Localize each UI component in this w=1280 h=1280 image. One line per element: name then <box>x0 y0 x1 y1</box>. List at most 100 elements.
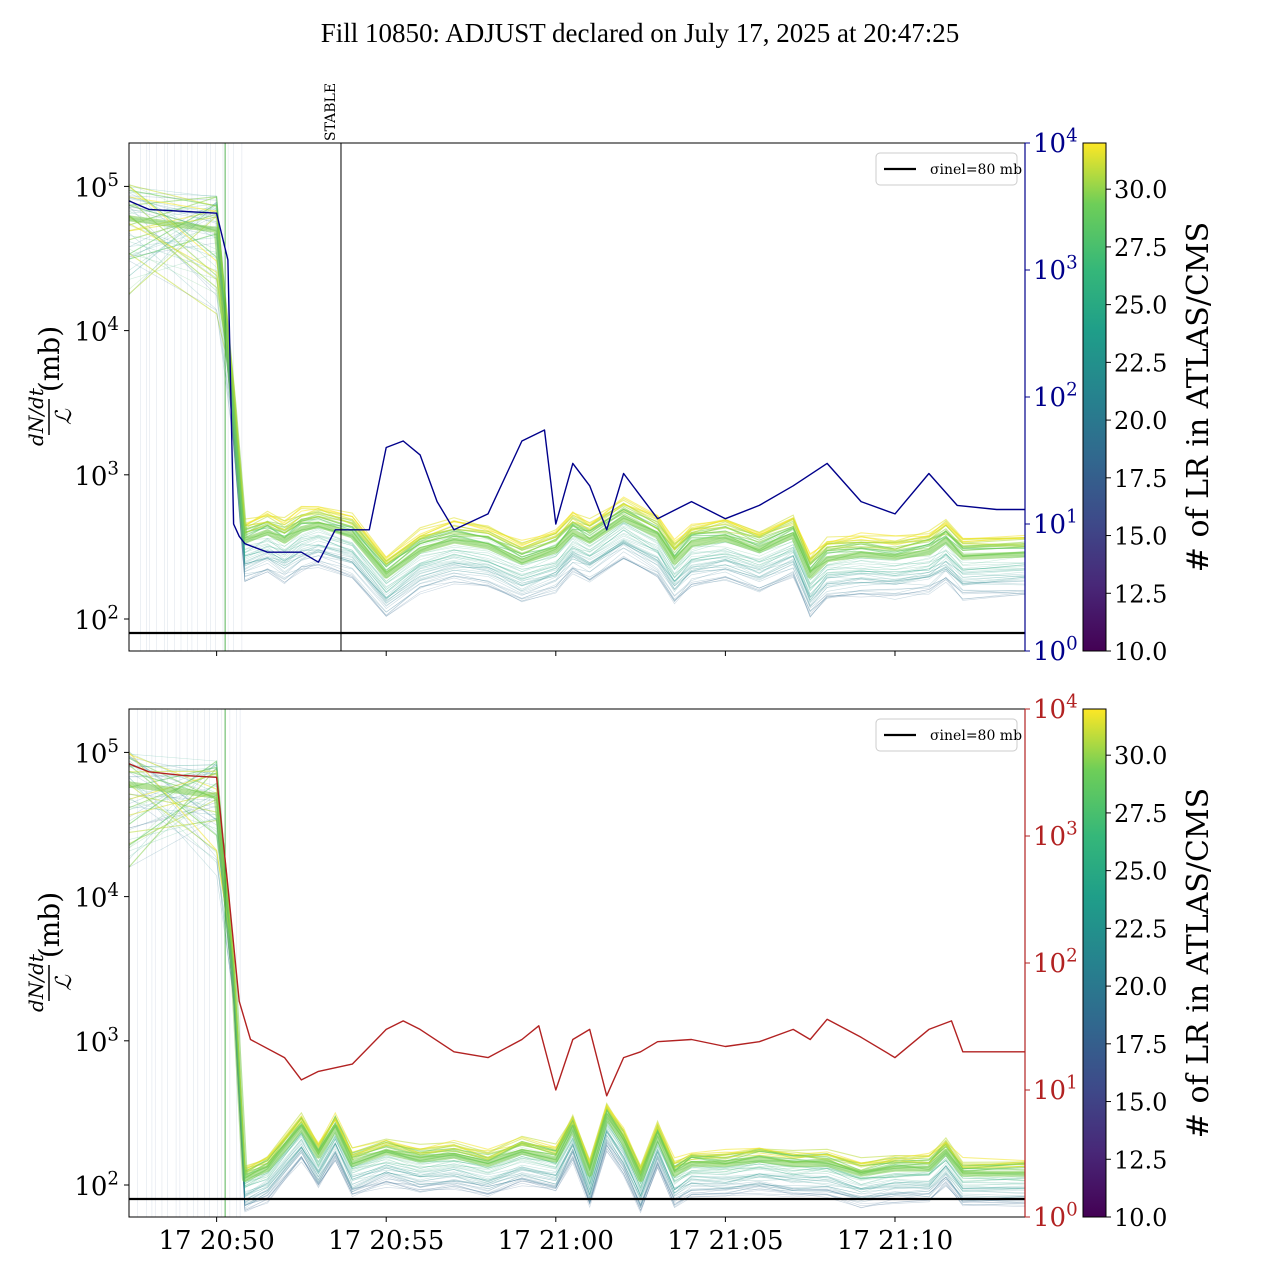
right-y-tick-label: 104 <box>1033 692 1078 725</box>
top-panel: STABLE 102 103 104 105 100 101 102 103 104 dN/dt ℒ (… <box>24 83 1216 667</box>
band-line <box>129 237 1025 599</box>
y-tick-label: 102 <box>74 603 119 636</box>
band-line <box>129 201 1025 602</box>
band-line <box>129 199 1025 566</box>
band-line <box>129 771 1025 1175</box>
right-y-tick-label: 101 <box>1033 507 1078 540</box>
band-line <box>129 204 1025 598</box>
band-line <box>129 216 1025 564</box>
band-line <box>129 753 1025 1173</box>
band-line <box>129 222 1025 565</box>
band-line <box>129 766 1025 1177</box>
colorbar-tick-label: 17.5 <box>1114 1031 1167 1059</box>
band-line <box>129 765 1025 1201</box>
band-line <box>129 242 1025 609</box>
band-line <box>129 214 1025 608</box>
band-line <box>129 218 1025 606</box>
band-line <box>129 224 1025 600</box>
luminosity-line <box>129 763 1025 1097</box>
band-line <box>129 215 1025 598</box>
band-line <box>129 771 1025 1209</box>
right-y-tick-label: 102 <box>1033 380 1078 413</box>
stable-label: STABLE <box>323 83 339 141</box>
colorbar <box>1082 142 1107 652</box>
band-line <box>129 192 1025 601</box>
band-line <box>129 197 1025 593</box>
band-line <box>129 802 1025 1211</box>
colorbar-tick-label: 30.0 <box>1114 176 1167 204</box>
band-line <box>129 208 1025 582</box>
band-line <box>129 764 1025 1206</box>
band-line <box>129 767 1025 1190</box>
y-tick-label: 104 <box>74 880 119 913</box>
colorbar-tick-label: 10.0 <box>1114 1204 1167 1232</box>
band-line <box>129 819 1025 1176</box>
y-label-unit: (mb) <box>33 892 66 958</box>
band-line <box>129 793 1025 1173</box>
plot-area <box>129 709 1025 1217</box>
band-line <box>129 196 1025 562</box>
colorbar-tick-label: 25.0 <box>1114 858 1167 886</box>
y-tick-label: 104 <box>74 314 119 347</box>
colorbar-tick-label: 22.5 <box>1114 915 1167 943</box>
band-line <box>129 798 1025 1176</box>
colorbar-label: # of LR in ATLAS/CMS <box>1181 222 1216 572</box>
band-line <box>129 752 1025 1169</box>
x-tick-label: 17 20:50 <box>158 1226 274 1256</box>
band-line <box>129 752 1025 1188</box>
band-line <box>129 764 1025 1179</box>
colorbar-tick-label: 20.0 <box>1114 407 1167 435</box>
band-line <box>129 761 1025 1180</box>
band-line <box>129 260 1025 612</box>
y-label-denominator: ℒ <box>52 408 77 425</box>
colorbar-tick-label: 15.0 <box>1114 1089 1167 1117</box>
colorbar-tick-label: 17.5 <box>1114 465 1167 493</box>
band-line <box>129 208 1025 617</box>
right-y-tick-label: 103 <box>1033 819 1078 852</box>
band-line <box>129 750 1025 1209</box>
band-line <box>129 185 1025 559</box>
legend: σinel=80 mb <box>875 718 1022 752</box>
colorbar-tick-label: 12.5 <box>1114 580 1167 608</box>
y-tick-label: 105 <box>74 736 119 769</box>
y-tick-label: 102 <box>74 1169 119 1202</box>
luminosity-line <box>129 200 1025 563</box>
band-line <box>129 209 1025 560</box>
band-line <box>129 770 1025 1177</box>
colorbar-tick-label: 27.5 <box>1114 234 1167 262</box>
band-line <box>129 757 1025 1204</box>
band-line <box>129 764 1025 1191</box>
right-y-tick-label: 104 <box>1033 126 1078 159</box>
colorbar-tick-label: 15.0 <box>1114 523 1167 551</box>
band-line <box>129 205 1025 616</box>
y-tick-label: 103 <box>74 1024 119 1057</box>
right-y-tick-label: 103 <box>1033 253 1078 286</box>
band-line <box>129 791 1025 1174</box>
plot-area <box>129 143 1025 651</box>
y-label-numerator: dN/dt <box>24 387 48 446</box>
x-tick-label: 17 21:10 <box>837 1226 953 1256</box>
band-line <box>129 773 1025 1208</box>
band-line <box>129 235 1025 585</box>
colorbar-tick-label: 25.0 <box>1114 292 1167 320</box>
band-line <box>129 204 1025 600</box>
band-line <box>129 214 1025 601</box>
band-line <box>129 760 1025 1172</box>
band-line <box>129 767 1025 1196</box>
band-line <box>129 785 1025 1198</box>
legend-box <box>875 718 1018 752</box>
band-line <box>129 217 1025 607</box>
band-line <box>129 761 1025 1201</box>
band-line <box>129 195 1025 618</box>
band-line <box>129 757 1025 1206</box>
band-line <box>129 207 1025 617</box>
band-line <box>129 201 1025 603</box>
band-line <box>129 192 1025 592</box>
colorbar-tick-label: 20.0 <box>1114 973 1167 1001</box>
band-line <box>129 198 1025 604</box>
y-label-unit: (mb) <box>33 326 66 392</box>
y-label-numerator: dN/dt <box>24 953 48 1012</box>
band-line <box>129 214 1025 562</box>
band-line <box>129 213 1025 565</box>
